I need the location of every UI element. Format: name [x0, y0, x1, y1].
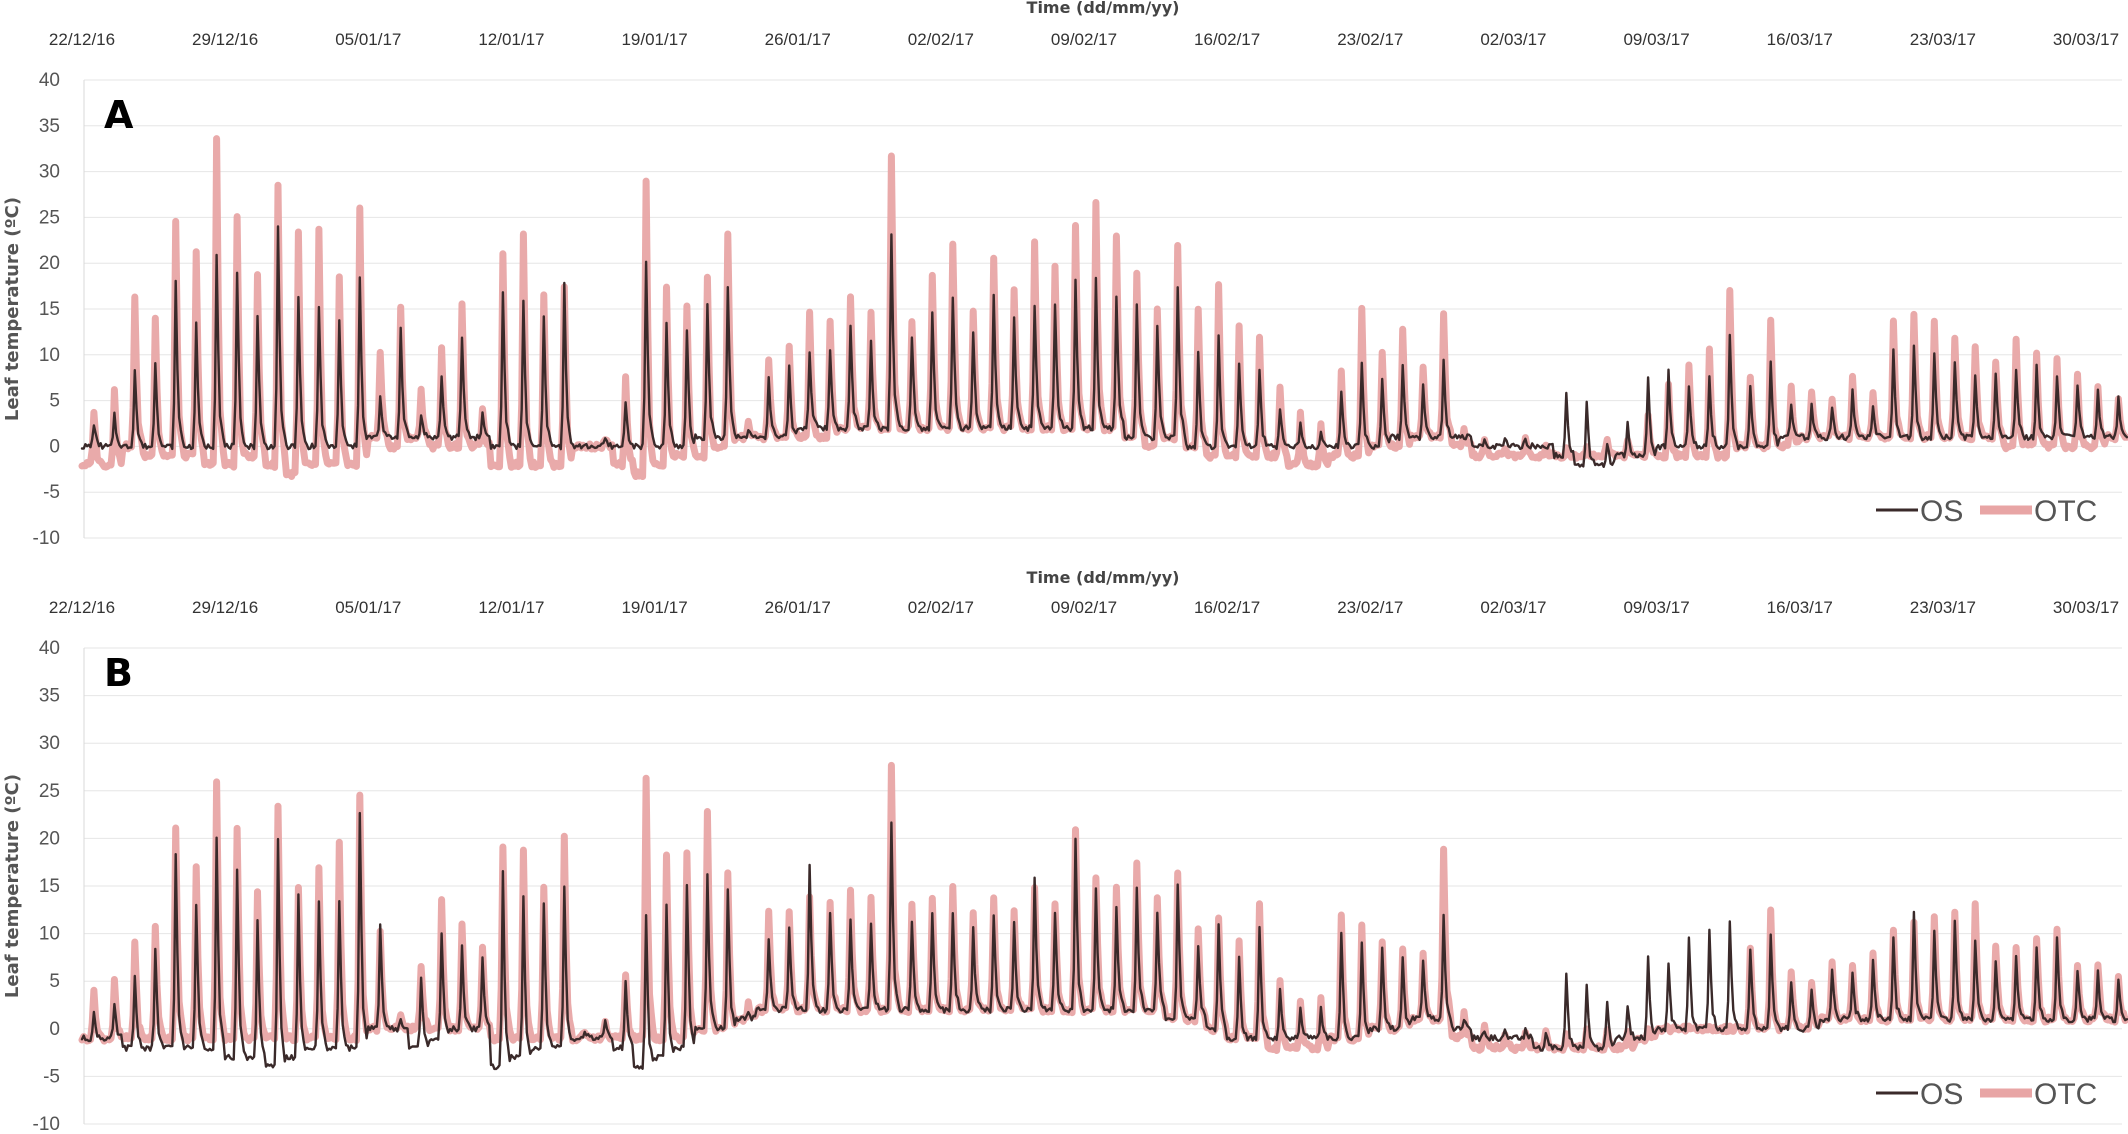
y-tick-label: 5 [49, 391, 60, 412]
x-tick-label: 29/12/16 [192, 598, 258, 617]
x-axis-title: Time (dd/mm/yy) [1027, 0, 1180, 17]
x-tick-label: 02/02/17 [908, 598, 974, 617]
legend-label-otc: OTC [2034, 1078, 2097, 1111]
x-tick-label: 23/03/17 [1910, 30, 1976, 49]
x-tick-label: 12/01/17 [478, 598, 544, 617]
x-tick-label: 23/02/17 [1337, 30, 1403, 49]
x-tick-label: 23/03/17 [1910, 598, 1976, 617]
y-tick-label: 35 [39, 686, 60, 707]
x-tick-label: 30/03/17 [2053, 30, 2119, 49]
x-tick-label: 30/03/17 [2053, 598, 2119, 617]
series-line-os [80, 225, 2128, 468]
x-tick-label: 16/02/17 [1194, 598, 1260, 617]
y-tick-label: 25 [39, 781, 60, 802]
y-tick-label: 0 [49, 436, 60, 457]
y-axis-title: Leaf temperature (ºC) [2, 774, 23, 998]
y-tick-label: 30 [39, 162, 60, 183]
x-tick-label: 02/03/17 [1480, 30, 1546, 49]
series-line-otc [78, 135, 2128, 480]
x-tick-label: 26/01/17 [765, 598, 831, 617]
panel-letter: A [104, 93, 134, 137]
x-tick-label: 09/02/17 [1051, 30, 1117, 49]
y-tick-label: -10 [33, 1114, 60, 1134]
x-tick-label: 02/02/17 [908, 30, 974, 49]
y-tick-label: 40 [39, 70, 60, 91]
x-tick-label: 23/02/17 [1337, 598, 1403, 617]
y-tick-label: 10 [39, 345, 60, 366]
x-tick-label: 12/01/17 [478, 30, 544, 49]
y-tick-label: 20 [39, 253, 60, 274]
x-tick-label: 05/01/17 [335, 598, 401, 617]
x-tick-label: 09/03/17 [1623, 598, 1689, 617]
legend-label-otc: OTC [2034, 495, 2097, 528]
y-tick-label: 35 [39, 116, 60, 137]
x-tick-label: 29/12/16 [192, 30, 258, 49]
y-tick-label: 40 [39, 638, 60, 659]
x-tick-label: 09/03/17 [1623, 30, 1689, 49]
x-tick-label: 19/01/17 [621, 30, 687, 49]
x-tick-label: 16/03/17 [1767, 30, 1833, 49]
x-tick-label: 19/01/17 [621, 598, 687, 617]
y-tick-label: 25 [39, 207, 60, 228]
series-line-os [80, 811, 2128, 1071]
x-tick-label: 16/03/17 [1767, 598, 1833, 617]
y-tick-label: 15 [39, 876, 60, 897]
x-tick-label: 05/01/17 [335, 30, 401, 49]
y-tick-label: 10 [39, 924, 60, 945]
x-tick-label: 22/12/16 [49, 598, 115, 617]
y-tick-label: 5 [49, 971, 60, 992]
y-tick-label: 20 [39, 828, 60, 849]
x-tick-label: 09/02/17 [1051, 598, 1117, 617]
y-tick-label: 15 [39, 299, 60, 320]
x-tick-label: 26/01/17 [765, 30, 831, 49]
y-tick-label: -5 [43, 1066, 60, 1087]
y-tick-label: -5 [43, 482, 60, 503]
x-axis-title: Time (dd/mm/yy) [1027, 568, 1180, 587]
x-tick-label: 22/12/16 [49, 30, 115, 49]
y-tick-label: 0 [49, 1019, 60, 1040]
panel-letter: B [104, 651, 133, 695]
y-tick-label: 30 [39, 733, 60, 754]
x-tick-label: 16/02/17 [1194, 30, 1260, 49]
legend-label-os: OS [1920, 495, 1963, 528]
legend-label-os: OS [1920, 1078, 1963, 1111]
y-axis-title: Leaf temperature (ºC) [2, 197, 23, 421]
y-tick-label: -10 [33, 528, 60, 549]
x-tick-label: 02/03/17 [1480, 598, 1546, 617]
